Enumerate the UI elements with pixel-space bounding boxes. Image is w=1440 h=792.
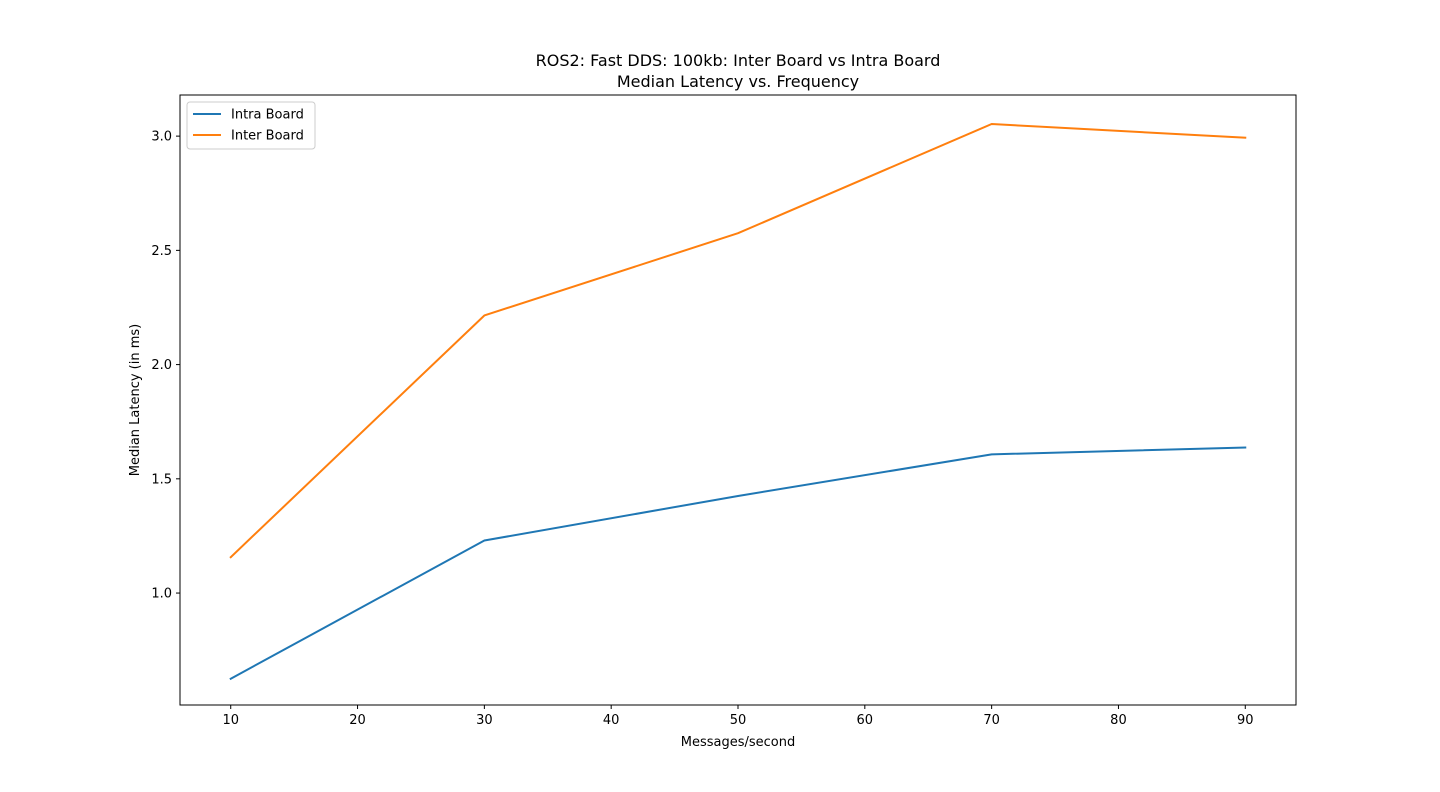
legend-entry-label: Intra Board — [231, 108, 304, 123]
series-line-intra-board — [229, 446, 1247, 681]
y-axis-label: Median Latency (in ms) — [128, 324, 143, 477]
chart-subtitle: Median Latency vs. Frequency — [617, 72, 859, 91]
y-tick-label: 1.0 — [151, 587, 172, 602]
x-tick-label: 10 — [222, 713, 239, 728]
y-tick-label: 1.5 — [151, 472, 172, 487]
plot-area: 10 20 30 40 50 60 70 80 90 1.0 1.5 2.0 2.5 3.0 — [151, 94, 1297, 728]
chart-title: ROS2: Fast DDS: 100kb: Inter Board vs In… — [536, 51, 941, 70]
x-tick-label: 50 — [730, 713, 747, 728]
series-line-inter-board — [229, 123, 1247, 559]
x-tick-label: 70 — [983, 713, 1000, 728]
legend-entry-label: Inter Board — [231, 129, 304, 144]
x-tick-label: 60 — [857, 713, 874, 728]
y-tick-label: 2.0 — [151, 358, 172, 373]
y-tick-label: 2.5 — [151, 244, 172, 259]
x-tick-label: 80 — [1110, 713, 1127, 728]
y-tick-label: 3.0 — [151, 130, 172, 145]
x-tick-label: 20 — [349, 713, 366, 728]
x-axis-label: Messages/second — [681, 735, 796, 750]
plot-frame — [179, 94, 1297, 706]
x-tick-label: 40 — [603, 713, 620, 728]
x-tick-label: 30 — [476, 713, 493, 728]
legend: Intra Board Inter Board — [186, 101, 316, 150]
x-tick-label: 90 — [1237, 713, 1254, 728]
